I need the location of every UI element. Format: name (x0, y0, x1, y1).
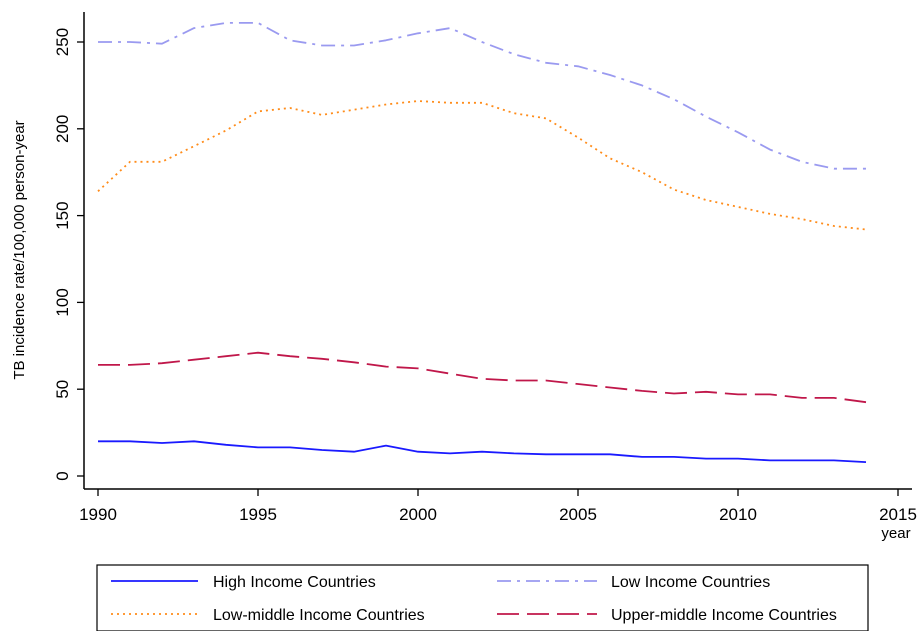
y-tick-label: 200 (53, 115, 72, 143)
y-tick-label: 250 (53, 28, 72, 56)
legend-label-3: Upper-middle Income Countries (611, 607, 837, 624)
legend-label-0: High Income Countries (213, 574, 376, 591)
x-tick-label: 2015 (879, 505, 917, 524)
x-tick-label: 1990 (79, 505, 117, 524)
y-tick-label: 0 (53, 471, 72, 480)
ticks: 1990 1995 2000 2005 2010 2015 0 50 100 150 200 250 (53, 28, 917, 524)
plot-lines (97, 21, 867, 463)
x-tick-label: 2000 (399, 505, 437, 524)
x-tick-label: 2010 (719, 505, 757, 524)
y-axis-title: TB incidence rate/100,000 person-year (11, 120, 28, 379)
legend-label-1: Low Income Countries (611, 574, 770, 591)
legend-label-2: Low-middle Income Countries (213, 607, 425, 624)
y-tick-label: 50 (53, 380, 72, 399)
axes (83, 12, 912, 490)
series-line-3 (98, 351, 867, 404)
series-line-1 (98, 21, 866, 170)
y-tick-label: 150 (53, 201, 72, 229)
x-tick-label: 1995 (239, 505, 277, 524)
x-tick-label: 2005 (559, 505, 597, 524)
series-line-0 (98, 440, 867, 463)
legend-box (96, 564, 869, 631)
y-tick-label: 100 (53, 288, 72, 316)
series-line-2 (97, 100, 867, 231)
legend: High Income Countries Low Income Countrie… (96, 564, 869, 631)
x-axis-title: year (881, 525, 910, 542)
